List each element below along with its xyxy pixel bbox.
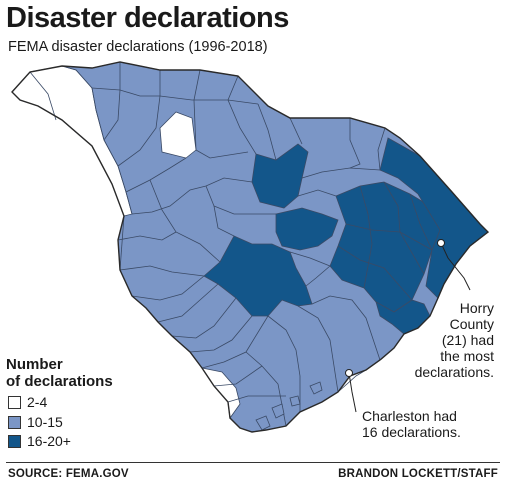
- map-subtitle: FEMA disaster declarations (1996-2018): [8, 39, 268, 55]
- map-title: Disaster declarations: [6, 2, 289, 34]
- horry-annotation-line: Horry: [459, 300, 494, 316]
- charleston-marker: [345, 369, 353, 377]
- legend-title: Number of declarations: [6, 356, 166, 390]
- legend-label-high: 16-20+: [27, 433, 71, 449]
- legend-swatch-high: [8, 434, 21, 448]
- county-high-midlands: [203, 235, 313, 317]
- legend-item-low: 2-4: [8, 394, 47, 410]
- horry-annotation-line: County: [449, 316, 494, 332]
- legend-item-high: 16-20+: [8, 433, 71, 449]
- legend-item-mid: 10-15: [8, 414, 63, 430]
- charleston-annotation: Charleston had 16 declarations.: [362, 408, 461, 440]
- legend-title-line-2: of declarations: [6, 373, 113, 390]
- horry-callout-line: [440, 242, 471, 291]
- horry-marker: [437, 239, 445, 247]
- staff-credit: BRANDON LOCKETT/STAFF: [338, 468, 498, 480]
- county-high-center: [275, 207, 339, 251]
- horry-annotation-line: the most: [440, 348, 494, 364]
- legend-label-mid: 10-15: [27, 414, 63, 430]
- horry-annotation: Horry County (21) had the most declarati…: [415, 300, 494, 380]
- legend-swatch-mid: [8, 415, 21, 429]
- county-high-center-north: [251, 143, 309, 209]
- charleston-annotation-line: Charleston had: [362, 408, 457, 424]
- footer-divider: [6, 462, 500, 463]
- charleston-annotation-line: 16 declarations.: [362, 424, 461, 440]
- state-outline: [11, 61, 490, 433]
- coastal-islands: [255, 381, 323, 431]
- legend-swatch-low: [8, 395, 21, 409]
- legend-title-line-1: Number: [6, 356, 63, 373]
- charleston-callout-line: [348, 372, 357, 413]
- legend-label-low: 2-4: [27, 394, 48, 410]
- horry-annotation-line: (21) had: [441, 332, 494, 348]
- horry-annotation-line: declarations.: [414, 364, 494, 380]
- source-credit: SOURCE: FEMA.GOV: [8, 468, 129, 480]
